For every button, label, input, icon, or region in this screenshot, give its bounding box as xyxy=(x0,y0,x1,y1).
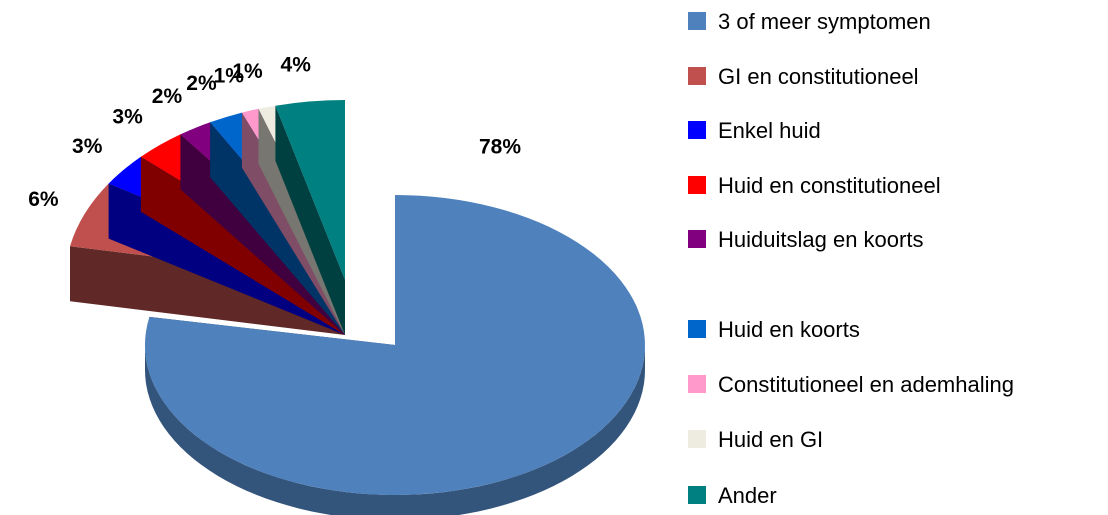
legend-label: Enkel huid xyxy=(718,118,821,143)
data-label: 3% xyxy=(112,106,143,129)
legend-item: Huid en constitutioneel xyxy=(688,172,941,200)
legend-swatch xyxy=(688,12,706,30)
legend-label: Huid en koorts xyxy=(718,317,860,342)
legend-label: Huiduitslag en koorts xyxy=(718,227,924,252)
legend-swatch xyxy=(688,486,706,504)
legend-item: GI en constitutioneel xyxy=(688,63,919,91)
slice-top xyxy=(144,195,645,496)
legend-item: Huid en GI xyxy=(688,426,823,454)
legend-label: 3 of meer symptomen xyxy=(718,9,931,34)
pie-chart: 78%6%3%3%2%2%1%1% 4% xyxy=(28,53,645,515)
legend-swatch xyxy=(688,121,706,139)
slice-side xyxy=(140,156,345,335)
legend-label: Huid en GI xyxy=(718,427,824,452)
legend-swatch xyxy=(688,176,706,194)
legend-item: Huiduitslag en koorts xyxy=(688,226,943,254)
data-label: 78% xyxy=(479,136,521,159)
legend-item: Enkel huid xyxy=(688,117,821,145)
data-label: 3% xyxy=(72,135,103,158)
pie-slice xyxy=(144,195,645,515)
slice-top xyxy=(275,100,345,280)
slice-side xyxy=(70,246,345,335)
data-label: 4% xyxy=(281,53,312,76)
slice-side xyxy=(275,105,345,335)
legend-item: 3 of meer symptomen xyxy=(688,8,931,36)
data-label: 1% xyxy=(232,60,263,83)
pie-slice xyxy=(275,100,345,335)
data-label: 2% xyxy=(152,85,183,108)
legend-item: Ander xyxy=(688,482,777,510)
legend-swatch xyxy=(688,320,706,338)
legend-item: Huid en koorts xyxy=(688,316,860,344)
data-label: 6% xyxy=(28,188,59,211)
slice-side xyxy=(210,122,345,335)
legend-swatch xyxy=(688,430,706,448)
legend-label: Constitutioneel en ademhaling xyxy=(718,372,1014,397)
data-label: 2% xyxy=(186,72,217,95)
data-label: 1% xyxy=(214,64,245,87)
legend-label: GI en constitutioneel xyxy=(718,64,919,89)
legend-item: Constitutioneel en ademhaling xyxy=(688,371,1014,399)
legend-swatch xyxy=(688,67,706,85)
legend-label: Ander xyxy=(718,483,777,508)
legend-swatch xyxy=(688,230,706,248)
legend-swatch xyxy=(688,375,706,393)
legend-label: Huid en constitutioneel xyxy=(718,173,941,198)
